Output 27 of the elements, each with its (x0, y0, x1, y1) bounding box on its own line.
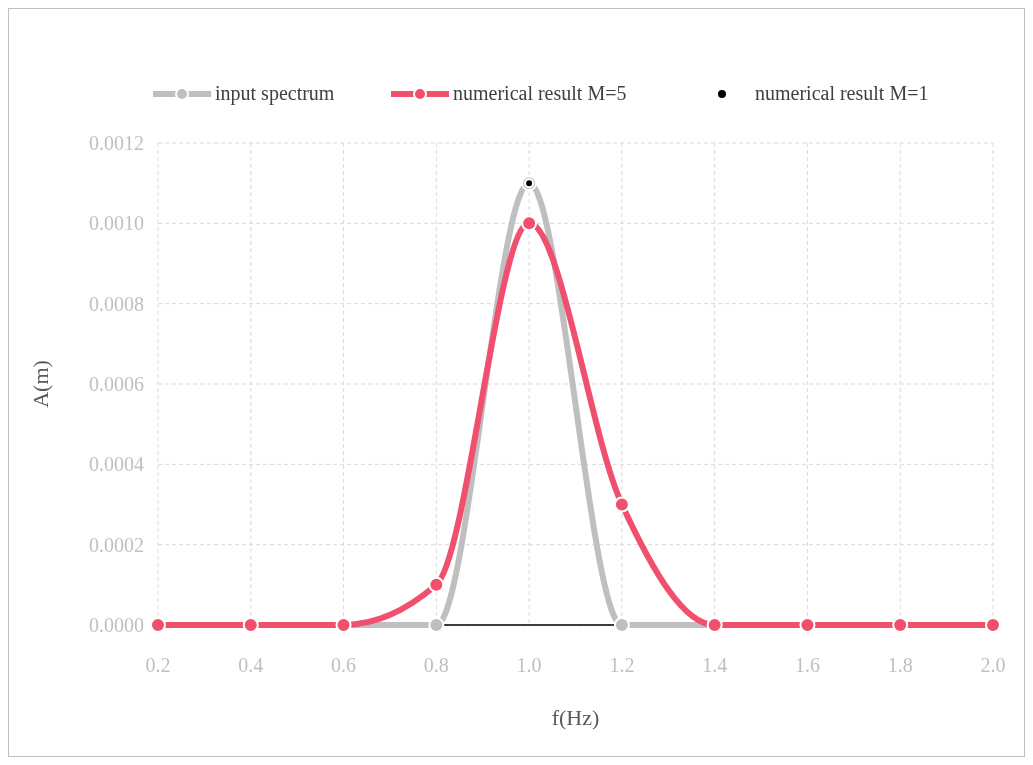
x-tick-label: 2.0 (980, 654, 1006, 676)
point (613, 617, 630, 633)
x-tick-label: 1.8 (887, 654, 913, 676)
point (428, 617, 445, 633)
point (613, 496, 630, 513)
point (428, 576, 445, 593)
y-tick-label: 0.0008 (89, 292, 144, 315)
legend-label: input spectrum (215, 82, 335, 105)
y-tick-label: 0.0002 (89, 533, 144, 556)
x-axis-title: f(Hz) (551, 705, 600, 730)
point (521, 215, 538, 232)
y-tick-label: 0.0010 (89, 212, 144, 235)
y-tick-label: 0.0012 (89, 132, 144, 154)
y-axis-title: A(m) (28, 360, 53, 408)
legend-label: numerical result M=1 (755, 82, 929, 104)
y-tick-label: 0.0000 (89, 614, 144, 636)
x-tick-label: 0.8 (423, 654, 449, 676)
x-tick-label: 1.2 (609, 654, 635, 676)
x-tick-label: 1.0 (516, 654, 542, 676)
x-tick-label: 0.2 (145, 654, 171, 676)
y-tick-label: 0.0006 (89, 373, 144, 395)
legend-label: numerical result M=5 (453, 82, 627, 104)
x-tick-label: 0.4 (238, 654, 264, 676)
x-tick-label: 1.4 (702, 654, 728, 676)
y-tick-label: 0.0004 (89, 453, 144, 476)
x-tick-label: 1.6 (794, 654, 820, 676)
x-tick-label: 0.6 (331, 654, 357, 676)
